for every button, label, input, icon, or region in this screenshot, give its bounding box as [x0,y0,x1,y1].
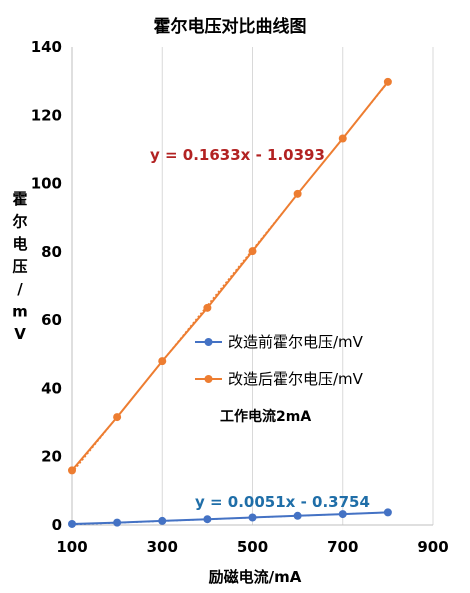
series-line [71,511,388,525]
annotation-working-current: 工作电流2mA [220,408,311,425]
y-axis-label-char: / [17,280,23,298]
y-tick-label: 60 [41,311,62,329]
data-point [383,508,392,517]
data-point [293,189,302,198]
data-point [293,511,302,520]
y-axis-label-char: 尔 [12,213,27,231]
data-point [113,413,122,422]
x-tick-label: 700 [327,538,358,556]
series-1 [68,77,392,475]
data-point [203,303,212,312]
x-tick-label: 500 [237,538,268,556]
y-tick-label: 100 [31,175,62,193]
data-point [68,466,76,475]
series-group [68,77,392,528]
axes [71,47,433,526]
y-axis-label-char: V [14,325,26,343]
legend-marker [204,338,213,346]
y-axis-label-char: m [12,303,28,321]
y-tick-label: 40 [41,379,62,397]
data-point [383,77,392,86]
data-point [113,518,122,527]
x-tick-label: 900 [417,538,448,556]
trendline-equation-before: y = 0.0051x - 0.3754 [195,493,370,511]
legend: 改造前霍尔电压/mV 改造后霍尔电压/mV [195,333,364,388]
chart-title: 霍尔电压对比曲线图 [154,16,307,37]
y-axis-label-char: 电 [12,235,27,253]
data-point [338,510,347,519]
data-point [68,519,76,528]
y-tick-label: 120 [31,106,62,124]
grid [161,47,434,525]
legend-label: 改造后霍尔电压/mV [228,370,364,388]
data-point [248,247,257,256]
data-point [338,134,347,143]
y-tick-labels: 0 20 40 60 80 100 120 140 [31,38,62,534]
y-tick-label: 140 [31,38,62,56]
data-point [158,357,167,366]
legend-label: 改造前霍尔电压/mV [228,333,364,351]
y-axis-label-char: 霍 [12,190,27,208]
trendline-equation-after: y = 0.1633x - 1.0393 [150,146,325,164]
x-tick-label: 300 [147,538,178,556]
y-tick-label: 20 [41,448,62,466]
data-point [248,513,257,522]
x-tick-label: 100 [56,538,87,556]
data-point [203,515,212,524]
y-axis-label-char: 压 [12,258,27,276]
series-0 [68,508,392,528]
legend-marker [204,375,213,383]
x-axis-label: 励磁电流/mA [209,568,302,586]
series-line [71,81,389,472]
data-point [158,516,167,525]
y-tick-label: 80 [41,243,62,261]
x-tick-labels: 100 300 500 700 900 [56,538,448,556]
y-tick-label: 0 [52,516,62,534]
y-axis-label: 霍尔电压 / mV [12,190,28,343]
